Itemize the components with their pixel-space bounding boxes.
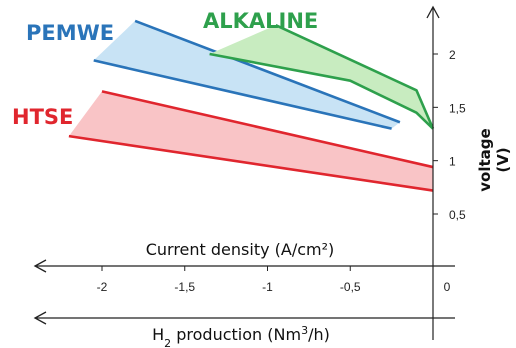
x-tick-label: -1,5 xyxy=(174,280,195,294)
x-tick-label: -1 xyxy=(262,280,273,294)
htse-band xyxy=(68,91,434,191)
x-tick-label: -2 xyxy=(97,280,108,294)
x2-axis-title-sup: 3 xyxy=(301,324,308,337)
alkaline-label: ALKALINE xyxy=(203,9,318,33)
x2-axis-title: H2 production (Nm3/h) xyxy=(152,324,330,348)
pemwe-lower-line xyxy=(93,59,392,130)
x-axis-title: Current density (A/cm²) xyxy=(146,240,335,259)
alkaline-band xyxy=(209,25,433,129)
y-axis-unit: (V) xyxy=(494,147,512,172)
y-axis-arrow-icon xyxy=(426,5,440,19)
pemwe-upper-line xyxy=(134,19,401,124)
x-tick-label: -0,5 xyxy=(340,280,361,294)
x2-axis-title-sub: 2 xyxy=(164,337,171,348)
pemwe-label: PEMWE xyxy=(26,21,114,45)
y-axis-title-group: voltage xyxy=(476,128,494,191)
series-layer: PEMWE ALKALINE HTSE xyxy=(12,9,435,192)
htse-label: HTSE xyxy=(12,105,73,129)
x2-axis-title-rest: production (Nm xyxy=(171,325,301,344)
x-axis-arrow-icon xyxy=(33,259,47,273)
tick-layer: -2 -1,5 -1 -0,5 0 0,5 1 1,5 2 xyxy=(97,48,466,294)
y-tick-label: 1 xyxy=(449,155,456,169)
htse-lower-line xyxy=(68,134,434,192)
y-axis-unit-group: (V) xyxy=(494,147,512,172)
htse-upper-line xyxy=(101,90,434,169)
x2-axis-arrow-icon xyxy=(33,311,47,325)
pemwe-band xyxy=(93,20,400,129)
y-tick-label: 2 xyxy=(449,48,456,62)
y-tick-label: 1,5 xyxy=(449,101,466,115)
x-tick-label: 0 xyxy=(444,280,451,294)
x2-axis-title-end: /h) xyxy=(308,325,330,344)
y-axis-title: voltage xyxy=(476,128,494,191)
alkaline-lower-line xyxy=(209,52,434,130)
y-tick-label: 0,5 xyxy=(449,208,466,222)
x2-axis-title-main: H xyxy=(152,325,164,344)
alkaline-upper-line xyxy=(275,24,435,130)
